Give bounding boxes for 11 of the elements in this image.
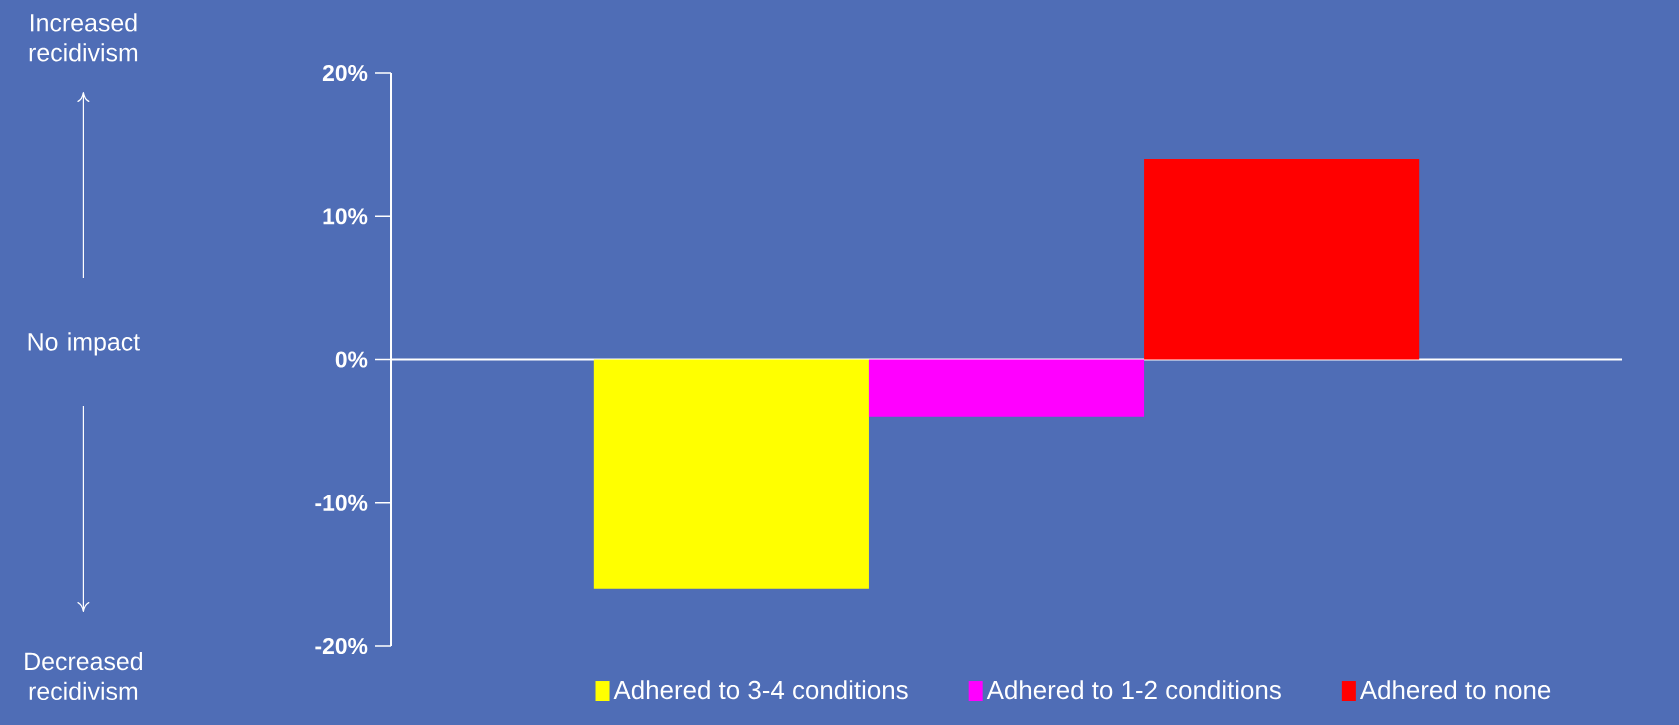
- text: No impact: [28, 332, 140, 356]
- y-tick-label: 20%: [322, 64, 368, 82]
- y-tick-label: 0%: [335, 351, 368, 368]
- legend-label: Adhered to 3-4 conditions: [613, 680, 908, 700]
- legend-label: Adhered to 1-2 conditions: [986, 680, 1281, 700]
- text: Increased recidivism: [29, 13, 138, 62]
- y-tick-label: -10%: [315, 494, 368, 511]
- legend-label: Adhered to none: [1359, 680, 1551, 700]
- y-tick-label: -20%: [315, 637, 368, 655]
- y-tick-label: 10%: [323, 208, 368, 225]
- text: Decreased recidivism: [25, 651, 142, 701]
